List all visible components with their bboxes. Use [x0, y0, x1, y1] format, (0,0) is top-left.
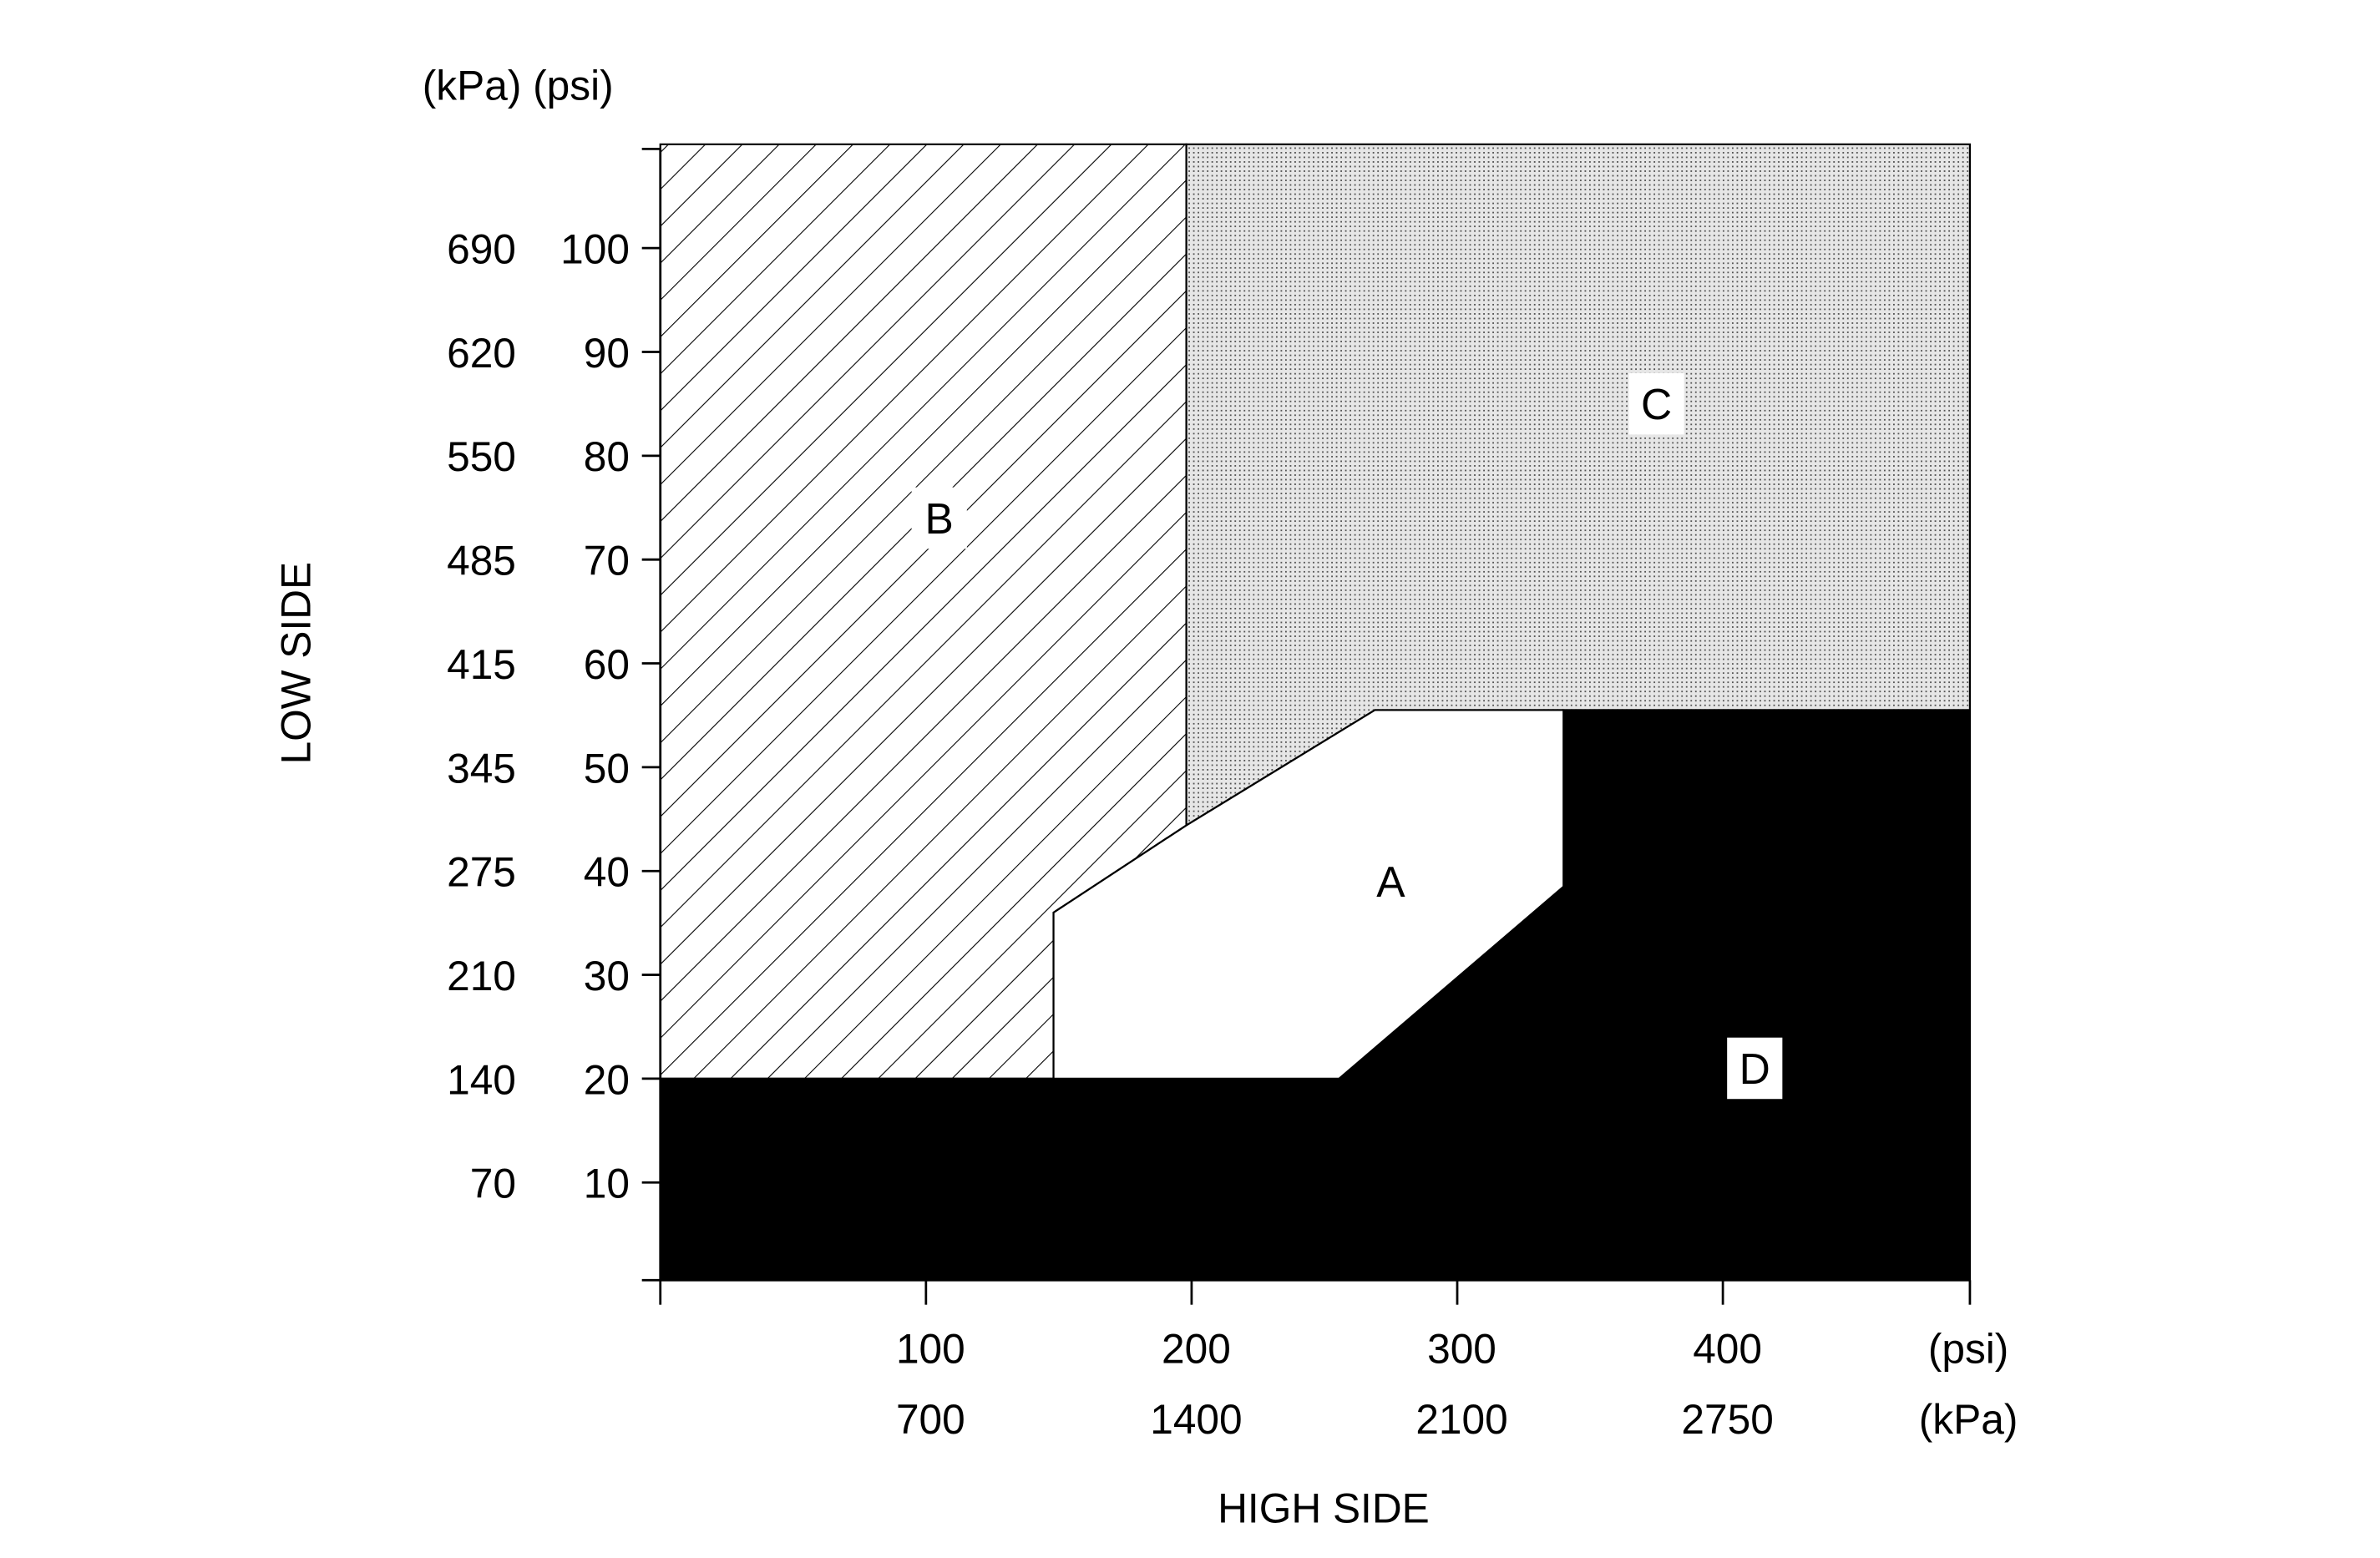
y-tick-label-kpa: 690 — [447, 226, 516, 273]
y-tick-label-kpa: 70 — [470, 1161, 516, 1207]
y-tick-label-psi: 30 — [584, 953, 630, 999]
y-tick-label-kpa: 275 — [447, 849, 516, 896]
x-tick-label-psi: 100 — [896, 1326, 965, 1373]
y-tick-label-kpa: 415 — [447, 641, 516, 688]
region-label-bg — [1628, 372, 1684, 435]
region-label-c: C — [1641, 380, 1672, 428]
y-tick-label-psi: 90 — [584, 330, 630, 377]
region-label-d: D — [1739, 1045, 1770, 1093]
x-unit-psi: (psi) — [1928, 1326, 2009, 1373]
region-a — [1052, 709, 1565, 1080]
regions-layer: B C D A — [659, 143, 1972, 1282]
y-tick-label-kpa: 210 — [447, 953, 516, 999]
y-tick-label-psi: 10 — [584, 1161, 630, 1207]
x-tick-label-psi: 400 — [1693, 1326, 1762, 1373]
x-tick-label-psi: 300 — [1427, 1326, 1496, 1373]
y-tick-label-kpa: 345 — [447, 745, 516, 792]
region-label-b: B — [925, 494, 954, 543]
y-tick-label-kpa: 550 — [447, 433, 516, 480]
axes-layer — [641, 147, 1972, 1305]
y-tick-label-psi: 60 — [584, 641, 630, 688]
region-label-bg — [911, 487, 967, 549]
y-tick-label-psi: 80 — [584, 433, 630, 480]
x-unit-kpa: (kPa) — [1919, 1396, 2018, 1443]
labels-layer: (kPa) (psi) LOW SIDE HIGH SIDE (psi) (kP… — [273, 62, 2018, 1531]
x-tick-label-kpa: 2100 — [1415, 1396, 1507, 1443]
y-tick-label-psi: 40 — [584, 849, 630, 896]
region-label-a: A — [1376, 857, 1405, 906]
x-axis-label: HIGH SIDE — [1218, 1485, 1430, 1532]
x-tick-label-psi: 200 — [1162, 1326, 1231, 1373]
region-label-bg — [1363, 850, 1419, 913]
y-tick-label-kpa: 140 — [447, 1056, 516, 1103]
y-tick-label-psi: 50 — [584, 745, 630, 792]
y-tick-label-psi: 100 — [560, 226, 630, 273]
x-tick-label-kpa: 2750 — [1681, 1396, 1773, 1443]
x-tick-label-kpa: 700 — [896, 1396, 965, 1443]
y-tick-label-psi: 70 — [584, 538, 630, 584]
region-label-bg — [1727, 1037, 1783, 1100]
y-axis-label: LOW SIDE — [273, 562, 320, 765]
y-tick-label-psi: 20 — [584, 1056, 630, 1103]
y-tick-label-kpa: 485 — [447, 538, 516, 584]
x-tick-label-kpa: 1400 — [1150, 1396, 1242, 1443]
y-units-header: (kPa) (psi) — [423, 62, 614, 109]
y-tick-label-kpa: 620 — [447, 330, 516, 377]
